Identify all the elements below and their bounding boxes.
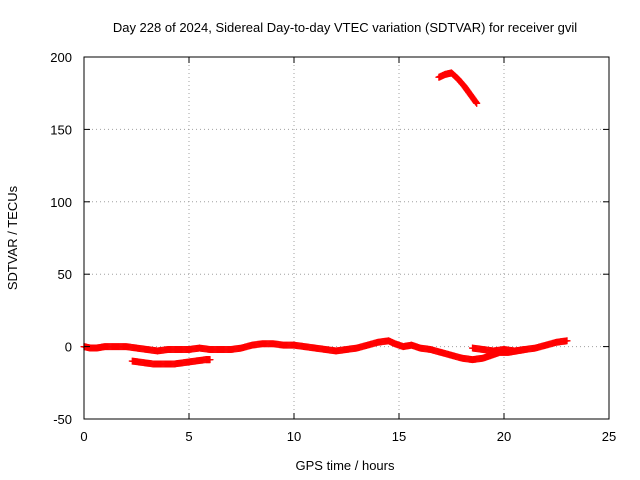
x-tick-label: 20 <box>497 429 511 444</box>
grid-lines <box>84 57 609 419</box>
data-point <box>473 99 481 107</box>
y-tick-label: 150 <box>50 122 72 137</box>
x-tick-label: 5 <box>185 429 192 444</box>
data-series <box>435 69 481 107</box>
y-tick-label: -50 <box>53 412 72 427</box>
y-tick-label: 200 <box>50 50 72 65</box>
x-axis-label: GPS time / hours <box>296 458 395 473</box>
data-point <box>521 345 529 353</box>
x-tick-label: 15 <box>392 429 406 444</box>
axis-ticks: 0 5 10 15 20 25 -50 0 50 100 150 200 <box>50 50 616 444</box>
y-tick-label: 50 <box>58 267 72 282</box>
x-tick-label: 10 <box>287 429 301 444</box>
data-points <box>80 69 571 368</box>
data-point <box>206 356 214 364</box>
data-series <box>128 356 214 368</box>
plot-frame <box>83 56 610 420</box>
y-tick-label: 0 <box>65 340 72 355</box>
data-series <box>469 344 529 355</box>
data-point <box>563 337 571 345</box>
x-tick-label: 25 <box>602 429 616 444</box>
x-tick-label: 0 <box>80 429 87 444</box>
chart-title: Day 228 of 2024, Sidereal Day-to-day VTE… <box>113 20 577 35</box>
y-axis-label: SDTVAR / TECUs <box>5 185 20 290</box>
data-series <box>80 337 571 364</box>
y-tick-label: 100 <box>50 195 72 210</box>
